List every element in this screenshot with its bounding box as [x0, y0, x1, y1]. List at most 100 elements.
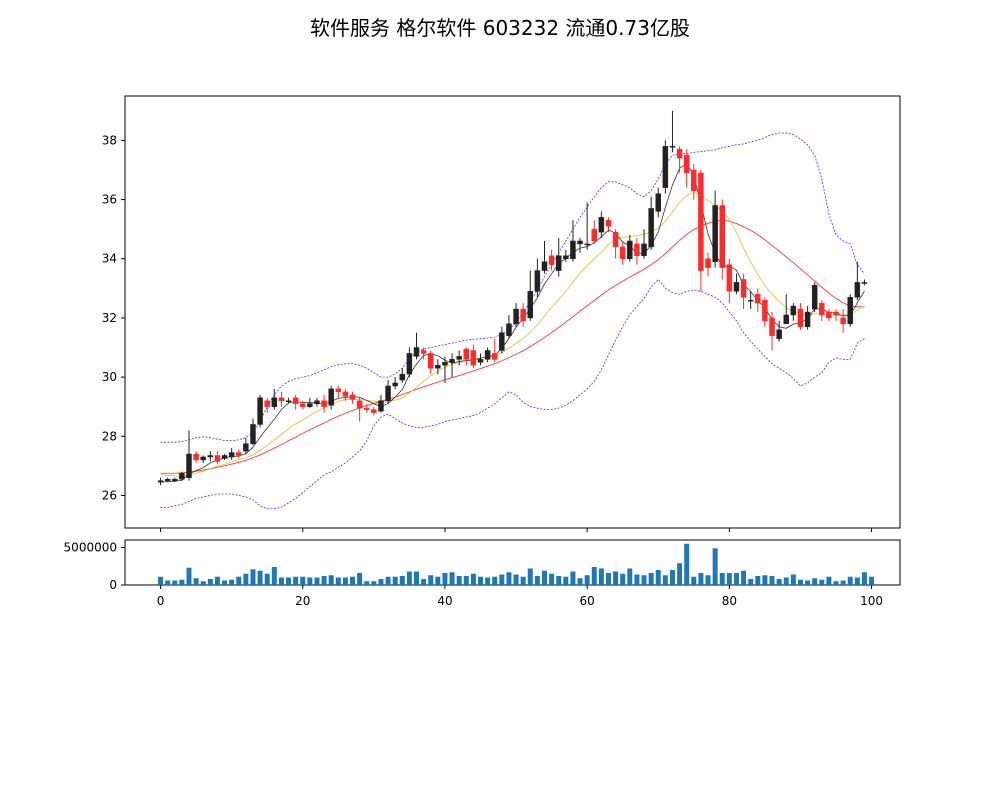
volume-bar [314, 577, 320, 585]
price-tick-label: 30 [102, 370, 117, 384]
candle-body [769, 317, 775, 336]
price-tick-label: 34 [102, 252, 117, 266]
volume-bar [492, 576, 498, 585]
candle-body [662, 146, 669, 188]
ma-short-line [160, 162, 865, 483]
candle-body [250, 424, 256, 444]
candle-body [840, 317, 846, 325]
volume-bar [520, 576, 526, 585]
candle-body [563, 255, 569, 259]
candle-body [314, 400, 320, 404]
candle-body [214, 455, 221, 462]
volume-bar [641, 575, 647, 585]
volume-bar [719, 573, 725, 585]
candle-body [385, 385, 391, 402]
volume-bar [542, 570, 547, 585]
candle-body [477, 359, 484, 363]
candle-body [520, 308, 526, 322]
volume-bar [364, 581, 370, 585]
candle-body [527, 291, 534, 319]
x-tick-label: 0 [157, 594, 165, 608]
ma-long-line [160, 219, 865, 474]
candle-body [506, 323, 512, 336]
candle-body [200, 456, 206, 461]
candle-body [463, 348, 470, 360]
volume-bar [264, 573, 270, 585]
volume-bar [705, 575, 711, 585]
candle-body [570, 240, 576, 259]
candle-body [442, 362, 448, 366]
volume-bar [627, 568, 633, 585]
candle-body [179, 473, 185, 480]
volume-bar [250, 569, 256, 585]
volume-bar [861, 572, 867, 585]
candle-body [804, 311, 811, 328]
candle-body [378, 400, 384, 412]
volume-bar [869, 576, 875, 585]
volume-bar [712, 548, 718, 585]
volume-bar [214, 576, 220, 585]
candle-body [172, 478, 178, 481]
volume-bar [357, 573, 363, 585]
volume-bar [335, 577, 341, 585]
volume-bar [805, 580, 811, 585]
candle-body [157, 480, 164, 483]
volume-bar [414, 571, 420, 585]
candle-body [427, 353, 434, 369]
chart-title: 软件服务 格尔软件 603232 流通0.73亿股 [310, 16, 690, 40]
candle-body [285, 400, 292, 403]
volume-bar [271, 567, 277, 585]
volume-bar [421, 579, 427, 585]
volume-bar [200, 581, 206, 585]
volume-bar [300, 576, 306, 585]
candle-body [811, 285, 818, 310]
volume-bar [378, 579, 384, 585]
candle-body [705, 258, 711, 268]
candle-body [648, 208, 654, 248]
candle-body [584, 243, 590, 246]
candle-body [683, 154, 690, 174]
candle-body [513, 308, 519, 325]
candle-body [435, 365, 441, 369]
volume-bar [165, 580, 171, 585]
candle-body [797, 308, 804, 328]
candle-body [264, 400, 270, 407]
candle-body [726, 264, 733, 292]
candle-body [861, 282, 868, 284]
volume-bar [549, 573, 555, 585]
candle-body [833, 311, 839, 316]
candle-body [740, 279, 747, 298]
candle-body [321, 400, 327, 407]
candle-body [243, 443, 249, 452]
volume-bar [470, 573, 476, 585]
candle-body [186, 453, 192, 478]
volume-bar [179, 579, 185, 585]
price-tick-label: 38 [102, 133, 117, 147]
volume-bar [499, 574, 505, 585]
candle-body [491, 353, 498, 360]
volume-bar [172, 580, 178, 585]
volume-bar [293, 576, 299, 585]
volume-bar [527, 568, 533, 585]
price-tick-label: 26 [102, 488, 117, 502]
x-tick-label: 100 [860, 594, 883, 608]
volume-bar [307, 577, 313, 585]
candle-body [364, 407, 370, 410]
volume-bar [570, 571, 576, 585]
volume-panel: 0 5000000 0 20 40 60 80 100 [64, 539, 901, 608]
candle-body [669, 146, 676, 148]
candle-body [164, 478, 171, 481]
candle-body [541, 261, 548, 271]
volume-bar [598, 568, 604, 585]
volume-bar [342, 577, 348, 585]
volume-bar [278, 577, 284, 585]
volume-bar [513, 574, 519, 585]
volume-bar [613, 571, 619, 585]
candle-body [826, 311, 832, 319]
bollinger-upper-line [160, 132, 865, 443]
candle-body [292, 397, 299, 404]
candle-body [634, 243, 640, 257]
volume-bar [691, 576, 697, 585]
candle-body [456, 356, 462, 360]
